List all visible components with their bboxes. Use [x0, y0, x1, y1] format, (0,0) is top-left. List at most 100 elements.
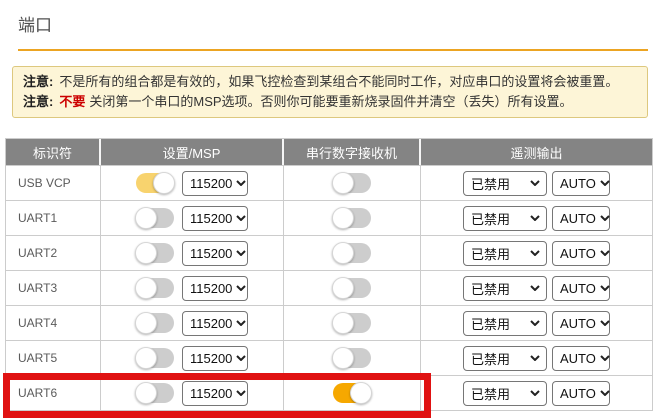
telemetry-mode-value: 已禁用: [471, 316, 511, 332]
msp-toggle[interactable]: [135, 347, 174, 369]
chevron-down-icon: [236, 180, 247, 186]
toggle-knob: [332, 172, 354, 194]
telemetry-mode-value: 已禁用: [471, 386, 511, 402]
toggle-knob: [332, 312, 354, 334]
baud-select[interactable]: 115200: [182, 310, 248, 336]
toggle-knob: [135, 207, 157, 229]
port-label: UART1: [18, 211, 58, 225]
telemetry-baud-select[interactable]: AUTO: [552, 380, 610, 406]
telemetry-mode-select[interactable]: 已禁用: [463, 310, 547, 336]
telemetry-baud-select[interactable]: AUTO: [552, 275, 610, 301]
port-label: UART3: [18, 281, 58, 295]
chevron-down-icon: [236, 215, 247, 221]
msp-toggle[interactable]: [135, 242, 174, 264]
telemetry-baud-value: AUTO: [560, 280, 596, 296]
chevron-down-icon: [236, 320, 247, 326]
msp-toggle[interactable]: [135, 277, 174, 299]
toggle-knob: [135, 312, 157, 334]
baud-value: 115200: [190, 385, 233, 401]
toggle-knob: [332, 242, 354, 264]
chevron-down-icon: [530, 215, 540, 221]
telemetry-baud-select[interactable]: AUTO: [552, 310, 610, 336]
telemetry-mode-value: 已禁用: [471, 281, 511, 297]
header-serial-rx: 串行数字接收机: [284, 139, 421, 165]
port-label: UART5: [18, 351, 58, 365]
port-row-usb-vcp: USB VCP 115200 已禁用 AUTO: [6, 165, 652, 200]
serial-rx-toggle[interactable]: [333, 382, 372, 404]
chevron-down-icon: [236, 250, 247, 256]
notice-text: 关闭第一个串口的MSP选项。否则你可能要重新烧录固件并清空（丢失）所有设置。: [89, 94, 573, 109]
chevron-down-icon: [530, 320, 540, 326]
telemetry-baud-value: AUTO: [560, 210, 596, 226]
port-row-uart2: UART2 115200 已禁用 AUTO: [6, 235, 652, 270]
telemetry-baud-select[interactable]: AUTO: [552, 170, 610, 196]
chevron-down-icon: [236, 355, 247, 361]
baud-select[interactable]: 115200: [182, 275, 248, 301]
serial-rx-toggle[interactable]: [332, 312, 371, 334]
telemetry-baud-value: AUTO: [560, 385, 596, 401]
telemetry-mode-select[interactable]: 已禁用: [463, 380, 547, 406]
chevron-down-icon: [236, 285, 247, 291]
chevron-down-icon: [530, 355, 540, 361]
toggle-knob: [135, 242, 157, 264]
toggle-knob: [153, 172, 175, 194]
notice-text: 不是所有的组合都是有效的，如果飞控检查到某组合不能同时工作，对应串口的设置将会被…: [59, 74, 619, 89]
baud-value: 115200: [190, 280, 233, 296]
serial-rx-toggle[interactable]: [332, 277, 371, 299]
baud-value: 115200: [190, 350, 233, 366]
msp-toggle[interactable]: [135, 382, 174, 404]
port-label: UART2: [18, 246, 58, 260]
chevron-down-icon: [600, 390, 610, 396]
notice-box: 注意: 不是所有的组合都是有效的，如果飞控检查到某组合不能同时工作，对应串口的设置…: [12, 66, 648, 118]
serial-rx-toggle[interactable]: [332, 172, 371, 194]
table-header: 标识符 设置/MSP 串行数字接收机 遥测输出: [6, 139, 652, 165]
serial-rx-toggle[interactable]: [332, 347, 371, 369]
title-divider: [18, 49, 648, 51]
msp-toggle[interactable]: [135, 312, 174, 334]
telemetry-baud-value: AUTO: [560, 315, 596, 331]
telemetry-baud-value: AUTO: [560, 350, 596, 366]
port-label: USB VCP: [18, 176, 71, 190]
chevron-down-icon: [600, 320, 610, 326]
port-row-uart6: UART6 115200 已禁用 AUTO: [6, 375, 652, 410]
msp-toggle[interactable]: [136, 172, 175, 194]
serial-rx-toggle[interactable]: [332, 242, 371, 264]
port-row-uart4: UART4 115200 已禁用 AUTO: [6, 305, 652, 340]
chevron-down-icon: [600, 215, 610, 221]
notice-warning: 不要: [59, 94, 86, 109]
telemetry-baud-select[interactable]: AUTO: [552, 205, 610, 231]
telemetry-mode-select[interactable]: 已禁用: [463, 275, 547, 301]
toggle-knob: [332, 277, 354, 299]
notice-line: 注意: 不是所有的组合都是有效的，如果飞控检查到某组合不能同时工作，对应串口的设置…: [23, 72, 637, 92]
header-configuration-msp: 设置/MSP: [101, 139, 284, 165]
baud-select[interactable]: 115200: [182, 345, 248, 371]
chevron-down-icon: [530, 390, 540, 396]
telemetry-baud-select[interactable]: AUTO: [552, 240, 610, 266]
msp-toggle[interactable]: [135, 207, 174, 229]
baud-select[interactable]: 115200: [182, 240, 248, 266]
port-row-uart1: UART1 115200 已禁用 AUTO: [6, 200, 652, 235]
toggle-knob: [135, 277, 157, 299]
telemetry-mode-select[interactable]: 已禁用: [463, 205, 547, 231]
telemetry-mode-select[interactable]: 已禁用: [463, 345, 547, 371]
port-row-uart5: UART5 115200 已禁用 AUTO: [6, 340, 652, 375]
serial-rx-toggle[interactable]: [332, 207, 371, 229]
chevron-down-icon: [600, 285, 610, 291]
toggle-knob: [332, 207, 354, 229]
ports-table: 标识符 设置/MSP 串行数字接收机 遥测输出 USB VCP 115200 已…: [5, 138, 653, 411]
page-title: 端口: [18, 16, 52, 35]
baud-value: 115200: [190, 210, 233, 226]
chevron-down-icon: [600, 180, 610, 186]
telemetry-mode-value: 已禁用: [471, 176, 511, 192]
toggle-knob: [135, 347, 157, 369]
telemetry-mode-select[interactable]: 已禁用: [463, 170, 547, 196]
baud-value: 115200: [190, 315, 233, 331]
telemetry-mode-select[interactable]: 已禁用: [463, 240, 547, 266]
baud-select[interactable]: 115200: [182, 170, 248, 196]
port-row-uart3: UART3 115200 已禁用 AUTO: [6, 270, 652, 305]
notice-prefix: 注意:: [23, 74, 54, 89]
telemetry-baud-select[interactable]: AUTO: [552, 345, 610, 371]
baud-select[interactable]: 115200: [182, 380, 248, 406]
baud-select[interactable]: 115200: [182, 205, 248, 231]
telemetry-baud-value: AUTO: [560, 245, 596, 261]
